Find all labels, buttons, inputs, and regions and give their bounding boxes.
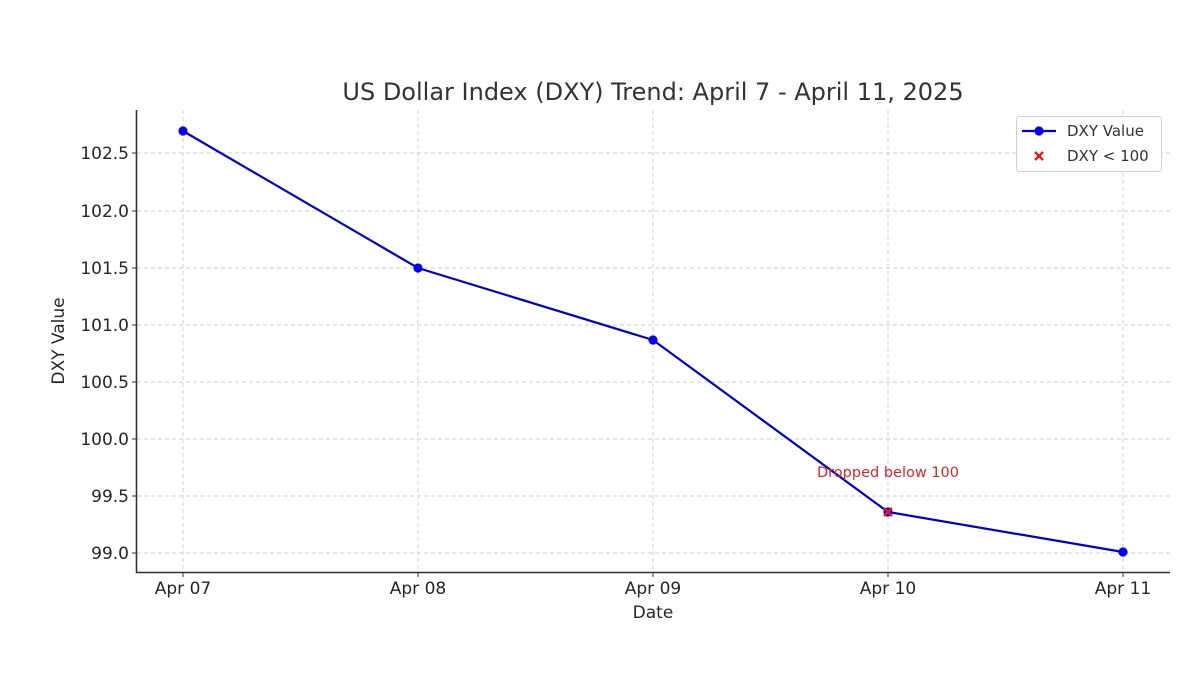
y-tick-label: 102.5: [80, 144, 129, 164]
x-axis-ticks: [182, 572, 1124, 577]
y-tick-label: 100.0: [80, 430, 129, 450]
legend-circle-marker-icon: [1034, 126, 1044, 136]
x-tick-label: Apr 09: [625, 579, 681, 599]
data-point: [1118, 547, 1128, 557]
data-point: [413, 263, 423, 273]
y-tick-label: 101.5: [80, 259, 129, 279]
x-tick-label: Apr 08: [390, 579, 446, 599]
legend: DXY Value DXY < 100: [1016, 116, 1162, 172]
below-100-marker: [883, 507, 893, 517]
data-point: [178, 126, 188, 136]
x-tick-label: Apr 10: [860, 579, 916, 599]
x-axis-label: Date: [633, 603, 674, 623]
y-tick-label: 100.5: [80, 373, 129, 393]
y-tick-label: 102.0: [80, 202, 129, 222]
legend-label-dxy-below-100: DXY < 100: [1067, 147, 1149, 165]
legend-x-marker-icon: [1034, 151, 1044, 161]
y-axis-ticks: [132, 152, 137, 554]
y-axis-tick-labels: 99.0 99.5 100.0 100.5 101.0 101.5 102.0 …: [80, 144, 129, 564]
annotation-dropped-below-100: Dropped below 100: [817, 465, 959, 481]
x-axis-tick-labels: Apr 07 Apr 08 Apr 09 Apr 10 Apr 11: [155, 579, 1151, 599]
data-point: [648, 335, 658, 345]
x-tick-label: Apr 11: [1095, 579, 1151, 599]
y-axis-label: DXY Value: [49, 297, 69, 384]
chart-title: US Dollar Index (DXY) Trend: April 7 - A…: [342, 78, 963, 106]
y-tick-label: 99.5: [91, 487, 129, 507]
legend-label-dxy-value: DXY Value: [1067, 122, 1144, 140]
y-tick-label: 99.0: [91, 544, 129, 564]
y-tick-label: 101.0: [80, 316, 129, 336]
x-tick-label: Apr 07: [155, 579, 211, 599]
